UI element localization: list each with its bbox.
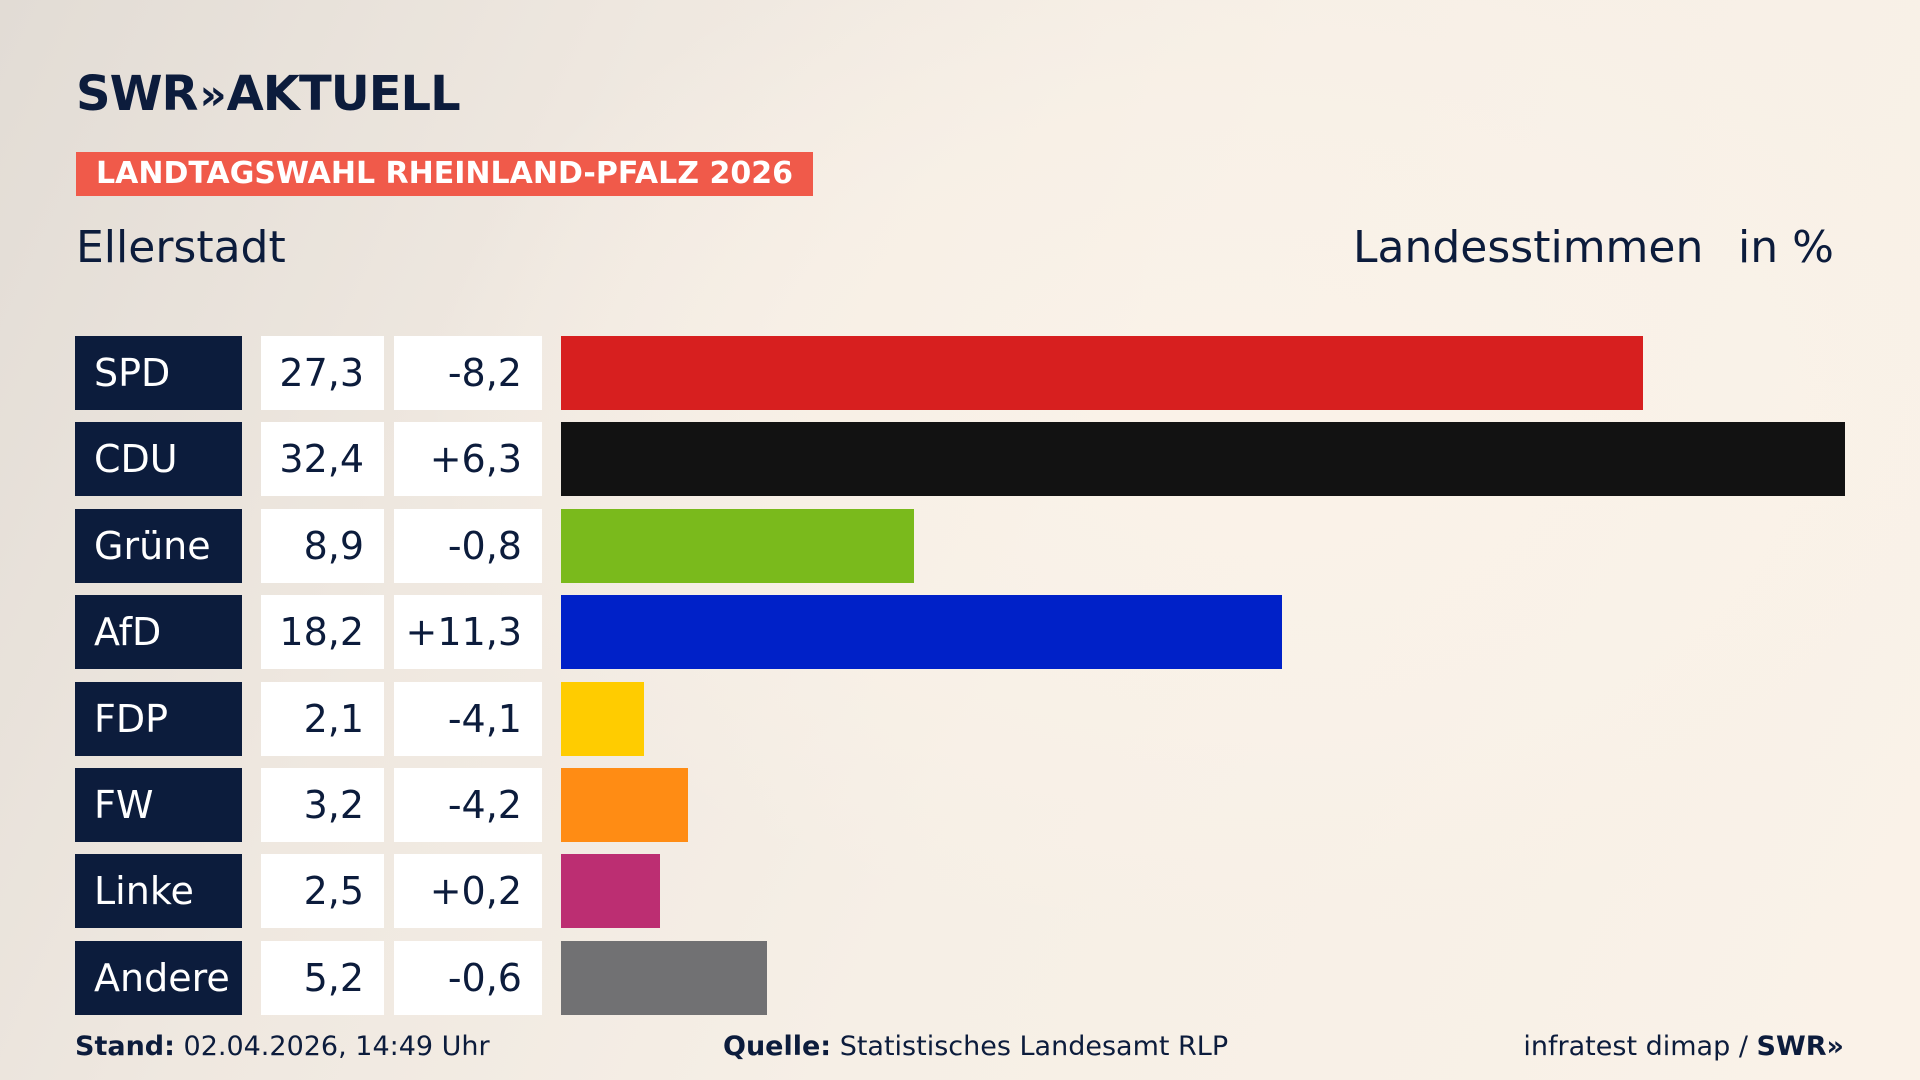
result-bar xyxy=(561,422,1845,497)
result-bar xyxy=(561,681,645,756)
value-label: 18,2 xyxy=(261,595,384,670)
result-bar xyxy=(561,508,914,583)
diff-label: -4,2 xyxy=(394,768,542,842)
value-label: 27,3 xyxy=(261,336,384,410)
election-banner: LANDTAGSWAHL RHEINLAND-PFALZ 2026 xyxy=(76,152,813,196)
party-label: CDU xyxy=(75,422,242,497)
logo-swr-text: SWR xyxy=(76,66,198,122)
party-label: FDP xyxy=(75,681,242,756)
source-value: Statistisches Landesamt RLP xyxy=(839,1031,1229,1062)
party-label: SPD xyxy=(75,336,242,410)
value-label: 3,2 xyxy=(261,768,384,842)
result-bar xyxy=(561,940,768,1015)
swr-aktuell-logo: SWR » AKTUELL xyxy=(76,66,461,122)
party-label: AfD xyxy=(75,595,242,670)
diff-label: +0,2 xyxy=(394,854,542,929)
logo-aktuell-text: AKTUELL xyxy=(226,66,461,122)
party-label: Andere xyxy=(75,940,242,1015)
party-label: Grüne xyxy=(75,508,242,583)
diff-label: +6,3 xyxy=(394,422,542,497)
credit-chevron-icon: » xyxy=(1826,1031,1844,1062)
footer-timestamp: Stand: 02.04.2026, 14:49 Uhr xyxy=(75,1030,490,1064)
result-bar xyxy=(561,768,688,842)
party-label: Linke xyxy=(75,854,242,929)
place-title: Ellerstadt xyxy=(76,222,286,273)
stand-value: 02.04.2026, 14:49 Uhr xyxy=(183,1031,490,1062)
measure-label: Landesstimmen xyxy=(1353,222,1704,273)
logo-chevron-icon: » xyxy=(199,69,226,119)
result-bar xyxy=(561,336,1643,410)
party-label: FW xyxy=(75,768,242,842)
source-label: Quelle: xyxy=(723,1031,832,1062)
unit-label: in % xyxy=(1738,222,1834,273)
value-label: 5,2 xyxy=(261,940,384,1015)
value-label: 2,1 xyxy=(261,681,384,756)
credit-brand: SWR xyxy=(1756,1031,1827,1062)
credit-text: infratest dimap / xyxy=(1523,1031,1757,1062)
value-label: 32,4 xyxy=(261,422,384,497)
diff-label: -0,6 xyxy=(394,940,542,1015)
diff-label: -0,8 xyxy=(394,508,542,583)
result-bar xyxy=(561,854,661,929)
diff-label: +11,3 xyxy=(394,595,542,670)
result-bar xyxy=(561,595,1283,670)
footer-source: Quelle: Statistisches Landesamt RLP xyxy=(723,1030,1228,1064)
diff-label: -8,2 xyxy=(394,336,542,410)
stand-label: Stand: xyxy=(75,1031,175,1062)
footer-credit: infratest dimap / SWR» xyxy=(1523,1030,1844,1064)
diff-label: -4,1 xyxy=(394,681,542,756)
value-label: 2,5 xyxy=(261,854,384,929)
value-label: 8,9 xyxy=(261,508,384,583)
